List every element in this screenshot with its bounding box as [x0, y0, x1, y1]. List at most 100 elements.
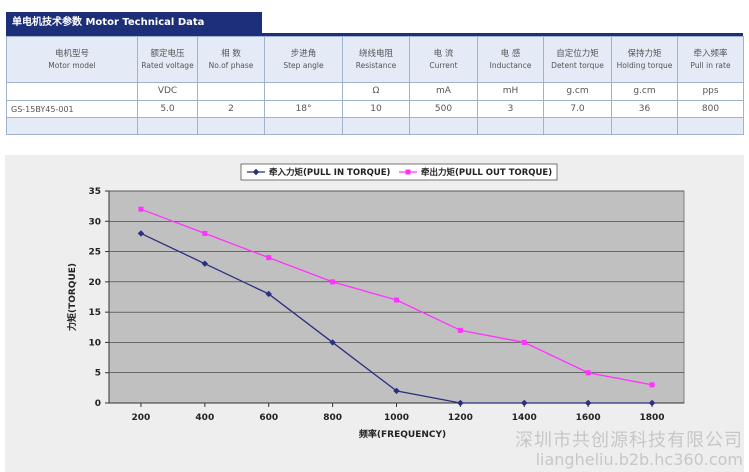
blank-cell — [137, 117, 198, 135]
x-tick-label: 1600 — [576, 413, 601, 423]
header-en: Inductance — [489, 60, 532, 70]
x-tick-label: 1800 — [640, 413, 665, 423]
blank-cell — [543, 117, 612, 135]
data-point-series-1 — [265, 290, 272, 298]
header-zh: 自定位力矩 — [556, 48, 599, 59]
data-point-series-2 — [649, 382, 655, 388]
data-point-series-1 — [457, 399, 464, 407]
unit-cell: Ω — [342, 82, 410, 101]
blank-cell — [264, 117, 343, 135]
blank-cell — [197, 117, 265, 135]
x-tick-label: 1400 — [512, 413, 537, 423]
y-tick-label: 25 — [88, 248, 101, 258]
value-cell: 3 — [477, 100, 544, 118]
spec-header-row: 电机型号 Motor model 额定电压 Rated voltage 相 数 No.… — [6, 36, 744, 83]
spec-header-cell: 自定位力矩 Detent torque — [543, 36, 612, 83]
spec-header-cell: 电机型号 Motor model — [6, 36, 138, 83]
data-point-series-2 — [138, 206, 144, 212]
plot-area — [108, 190, 685, 404]
header-en: Pull in rate — [690, 60, 731, 70]
value-cell: 2 — [197, 100, 265, 118]
blank-cell — [611, 117, 678, 135]
data-point-series-2 — [521, 339, 527, 345]
legend-swatch-marker-2 — [405, 169, 411, 175]
y-tick-label: 0 — [95, 399, 101, 409]
header-en: Current — [429, 60, 458, 70]
y-tick-label: 15 — [88, 308, 101, 318]
y-tick-label: 10 — [88, 338, 101, 348]
header-en: No.of phase — [208, 60, 254, 70]
legend-label-1: 牵入力矩(PULL IN TORQUE) — [269, 167, 391, 178]
x-axis-title: 频率(FREQUENCY) — [359, 428, 446, 440]
y-tick-label: 20 — [88, 278, 101, 288]
value-cell: GS-15BY45-001 — [6, 100, 138, 118]
data-point-series-1 — [201, 260, 209, 267]
y-tick-label: 30 — [88, 217, 101, 227]
spec-header-cell: 牵入频率 Pull in rate — [677, 36, 744, 83]
spec-header-cell: 电 流 Current — [409, 36, 478, 83]
spec-header-cell: 额定电压 Rated voltage — [137, 36, 198, 83]
spec-table: 电机型号 Motor model 额定电压 Rated voltage 相 数 No.… — [6, 36, 744, 135]
unit-cell — [264, 82, 343, 101]
data-point-series-2 — [202, 230, 208, 236]
value-cell: 36 — [611, 100, 678, 118]
data-point-series-2 — [330, 279, 336, 285]
value-cell: 800 — [677, 100, 744, 118]
y-tick-label: 5 — [95, 369, 101, 379]
header-zh: 电 流 — [433, 48, 454, 59]
value-cell: 18° — [264, 100, 343, 118]
spec-header-cell: 保持力矩 Holding torque — [611, 36, 678, 83]
blank-cell — [677, 117, 744, 135]
header-en: Holding torque — [616, 60, 673, 70]
blank-cell — [6, 117, 138, 135]
data-point-series-2 — [266, 255, 272, 261]
header-en: Motor model — [48, 60, 96, 70]
blank-cell — [342, 117, 410, 135]
spec-header-cell: 步进角 Step angle — [264, 36, 343, 83]
torque-frequency-chart: 0 5 10 15 20 25 30 35 200 400 600 800 1000 1200 1400 16… — [66, 163, 685, 440]
spec-header-cell: 绕线电阻 Resistance — [342, 36, 410, 83]
header-zh: 相 数 — [221, 48, 241, 59]
header-zh: 额定电压 — [150, 48, 185, 59]
data-point-series-1 — [137, 230, 145, 237]
x-tick-label: 1200 — [448, 413, 473, 423]
unit-cell: VDC — [137, 82, 198, 101]
header-zh: 保持力矩 — [627, 48, 662, 59]
header-en: Rated voltage — [141, 60, 194, 70]
blank-cell — [409, 117, 478, 135]
spec-values-row: GS-15BY45-001 5.0 2 18° 10 500 3 7.0 36 … — [6, 100, 744, 118]
header-zh: 电机型号 — [54, 48, 89, 59]
unit-cell — [6, 82, 138, 101]
spec-header-cell: 电 感 Inductance — [477, 36, 544, 83]
watermark-url: liangheliu.b2b.hc360.com — [535, 450, 743, 469]
unit-cell: g.cm — [611, 82, 678, 101]
data-point-series-2 — [585, 370, 591, 376]
unit-cell: pps — [677, 82, 744, 101]
y-tick-label: 35 — [88, 187, 101, 197]
x-tick-label: 1000 — [384, 413, 409, 423]
data-point-series-2 — [457, 327, 463, 333]
value-cell: 10 — [342, 100, 410, 118]
spec-units-row: VDC Ω mA mH g.cm g.cm pps — [6, 82, 744, 101]
spec-header-cell: 相 数 No.of phase — [197, 36, 265, 83]
header-en: Step angle — [283, 60, 324, 70]
unit-cell: mA — [409, 82, 478, 101]
data-point-series-2 — [394, 297, 399, 303]
chart-panel: 0 5 10 15 20 25 30 35 200 400 600 800 1000 1200 1400 16… — [5, 155, 744, 472]
legend-label-2: 牵出力矩(PULL OUT TORQUE) — [421, 167, 552, 178]
header-zh: 电 感 — [500, 48, 521, 59]
header-en: Resistance — [355, 60, 397, 70]
y-axis-title: 力矩(TORQUE) — [66, 263, 78, 331]
header-zh: 步进角 — [290, 48, 317, 59]
spec-divider — [6, 33, 743, 36]
data-point-series-1 — [329, 339, 336, 346]
unit-cell: g.cm — [543, 82, 612, 101]
unit-cell: mH — [477, 82, 544, 101]
header-zh: 牵入频率 — [693, 48, 728, 59]
header-en: Detent torque — [551, 60, 604, 70]
spec-blank-row — [6, 117, 744, 135]
data-point-series-1 — [648, 399, 656, 407]
legend-swatch-marker-1 — [252, 168, 260, 176]
watermark-company: 深圳市共创源科技有限公司 — [515, 430, 743, 451]
unit-cell — [197, 82, 265, 101]
